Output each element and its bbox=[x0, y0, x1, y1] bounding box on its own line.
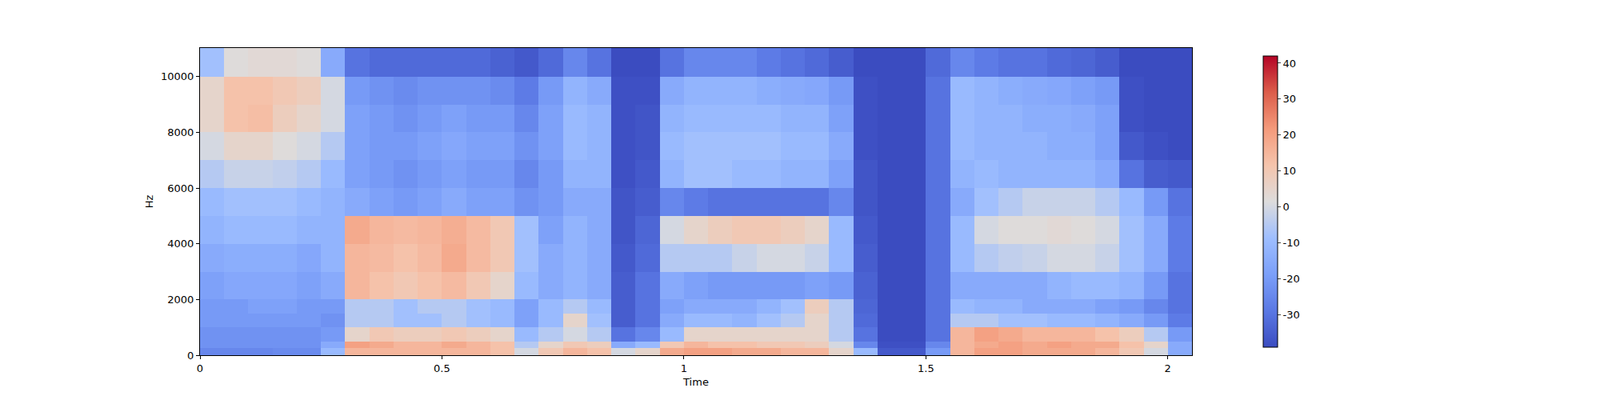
svg-text:1.5: 1.5 bbox=[917, 362, 935, 375]
svg-text:-10: -10 bbox=[1283, 236, 1300, 249]
svg-text:6000: 6000 bbox=[167, 182, 194, 195]
svg-text:0: 0 bbox=[196, 362, 204, 375]
svg-text:8000: 8000 bbox=[167, 126, 194, 139]
svg-text:0: 0 bbox=[187, 349, 194, 362]
svg-text:10: 10 bbox=[1283, 164, 1297, 177]
svg-text:-20: -20 bbox=[1283, 272, 1300, 285]
svg-text:20: 20 bbox=[1283, 128, 1297, 141]
svg-text:10000: 10000 bbox=[160, 70, 194, 83]
svg-text:30: 30 bbox=[1283, 92, 1297, 105]
svg-text:2: 2 bbox=[1164, 362, 1172, 375]
svg-text:2000: 2000 bbox=[167, 293, 194, 306]
svg-text:Time: Time bbox=[682, 376, 709, 388]
svg-text:0.5: 0.5 bbox=[433, 362, 451, 375]
svg-text:-30: -30 bbox=[1283, 308, 1300, 321]
svg-text:4000: 4000 bbox=[167, 237, 194, 250]
svg-text:Hz: Hz bbox=[143, 195, 156, 209]
svg-text:40: 40 bbox=[1283, 57, 1297, 70]
svg-text:0: 0 bbox=[1283, 200, 1290, 213]
svg-text:1: 1 bbox=[680, 362, 688, 375]
